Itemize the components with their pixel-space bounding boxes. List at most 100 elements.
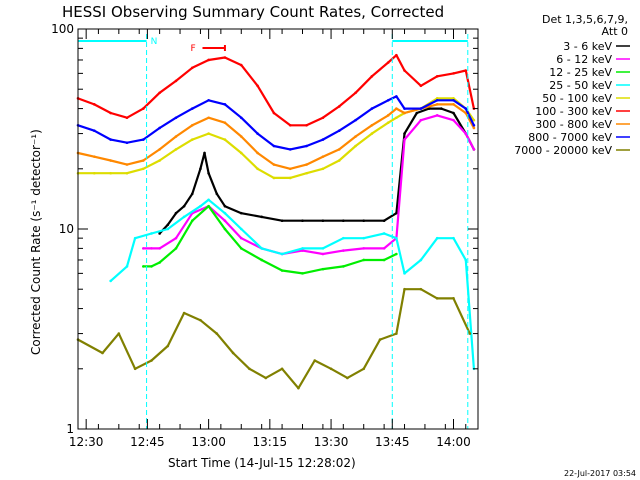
data-point — [435, 103, 439, 106]
data-point — [378, 338, 382, 341]
data-point — [223, 219, 227, 223]
data-point — [395, 252, 398, 256]
data-point — [382, 219, 386, 223]
data-point — [109, 111, 112, 115]
data-point — [472, 126, 476, 130]
data-point — [248, 367, 251, 371]
data-point — [239, 236, 243, 240]
data-point — [395, 95, 398, 98]
data-point — [464, 132, 468, 135]
data-point — [354, 118, 357, 122]
data-point — [419, 107, 423, 110]
data-point — [223, 121, 227, 125]
data-point — [158, 247, 161, 250]
data-point — [288, 123, 292, 127]
data-point — [301, 219, 304, 223]
data-point — [174, 135, 178, 138]
data-point — [109, 159, 112, 162]
data-point — [395, 236, 398, 240]
data-point — [321, 252, 325, 256]
legend-label: 50 - 100 keV — [542, 92, 612, 105]
data-point — [223, 138, 227, 141]
data-point — [435, 99, 439, 102]
data-point — [158, 232, 161, 235]
data-point — [297, 386, 300, 390]
data-point — [174, 79, 178, 83]
data-point — [354, 135, 357, 138]
data-point — [256, 167, 259, 171]
data-point — [125, 163, 129, 166]
data-point — [223, 103, 227, 106]
data-point — [93, 171, 96, 175]
series-line — [77, 95, 475, 151]
data-point — [452, 99, 455, 102]
data-point — [452, 72, 455, 75]
data-point — [272, 111, 276, 115]
data-point — [464, 69, 468, 72]
data-point — [452, 111, 455, 115]
legend-label: 3 - 6 keV — [563, 40, 612, 53]
data-point — [354, 91, 357, 95]
data-point — [321, 247, 325, 250]
data-point — [109, 138, 112, 141]
data-point — [370, 123, 374, 127]
data-point — [142, 159, 145, 162]
data-point — [452, 118, 455, 122]
data-point — [174, 236, 178, 240]
data-point — [435, 114, 439, 117]
data-point — [190, 192, 194, 196]
data-point — [239, 227, 243, 231]
x-tick-label: 14:00 — [436, 435, 471, 449]
data-point — [439, 107, 443, 110]
data-point — [142, 138, 145, 141]
data-point — [125, 265, 129, 268]
data-point — [223, 56, 227, 59]
data-point — [395, 107, 398, 110]
data-point — [158, 148, 161, 151]
data-point — [382, 258, 386, 262]
data-point — [280, 367, 284, 371]
data-point — [199, 318, 202, 322]
x-tick-label: 13:30 — [314, 435, 349, 449]
data-point — [239, 247, 243, 250]
data-point — [395, 332, 398, 335]
data-point — [256, 132, 259, 135]
series-line — [158, 107, 475, 235]
data-point — [207, 99, 210, 102]
data-point — [182, 215, 186, 219]
legend-label: 100 - 300 keV — [535, 105, 612, 118]
data-point — [395, 116, 398, 120]
data-point — [354, 144, 357, 148]
data-point — [207, 204, 210, 208]
data-point — [342, 219, 345, 223]
data-point — [386, 61, 390, 64]
data-point — [125, 171, 129, 175]
data-point — [386, 114, 390, 117]
data-point — [415, 111, 419, 115]
data-point — [419, 287, 423, 291]
series-line — [143, 205, 397, 275]
data-point — [239, 211, 243, 215]
data-point — [362, 219, 366, 223]
legend-header-line-2: Att 0 — [602, 25, 628, 38]
data-point — [403, 69, 406, 72]
data-point — [207, 58, 210, 62]
data-point — [125, 116, 129, 120]
data-point — [362, 247, 366, 250]
data-point — [260, 247, 263, 250]
data-point — [239, 63, 243, 67]
y-tick-label: 10 — [59, 222, 74, 236]
data-point — [395, 211, 398, 215]
data-point — [158, 261, 161, 264]
data-point — [142, 265, 145, 268]
data-point — [207, 132, 210, 135]
x-tick-label: 12:30 — [69, 435, 104, 449]
data-point — [464, 111, 468, 115]
data-point — [142, 107, 145, 110]
data-point — [305, 123, 308, 127]
data-point — [419, 84, 423, 88]
x-tick-label: 12:45 — [130, 435, 165, 449]
data-point — [370, 107, 374, 110]
data-point — [174, 247, 178, 250]
